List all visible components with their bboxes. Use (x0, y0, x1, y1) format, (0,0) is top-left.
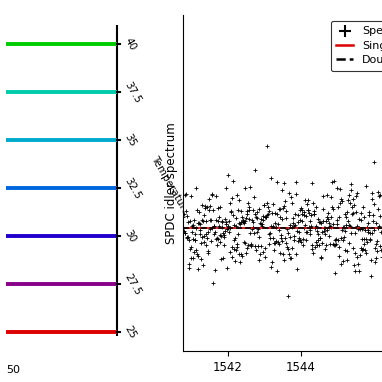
Doub. (288, 225, 293, 230)
Spectr. (380, 255, 382, 259)
Singl. (181, 225, 186, 230)
Text: 40: 40 (122, 36, 138, 52)
Spectr. (277, 228, 282, 232)
Spectr. (300, 212, 305, 217)
Singl. (380, 225, 382, 230)
Legend: Spectr., Singl., Doub.: Spectr., Singl., Doub. (331, 21, 382, 71)
Spectr. (376, 207, 380, 211)
Doub. (277, 225, 281, 230)
Spectr. (264, 144, 269, 148)
Text: 35: 35 (122, 132, 138, 148)
Spectr. (345, 249, 349, 254)
Line: Spectr.: Spectr. (181, 144, 382, 298)
Singl. (288, 225, 293, 230)
Text: 30: 30 (122, 228, 138, 244)
Spectr. (181, 215, 186, 219)
Doub. (299, 225, 304, 230)
Text: 27.5: 27.5 (122, 272, 143, 297)
Singl. (344, 225, 348, 230)
Doub. (181, 225, 186, 230)
Spectr. (285, 294, 290, 299)
Singl. (277, 225, 281, 230)
Spectr. (276, 240, 280, 244)
Text: 25: 25 (122, 324, 138, 340)
Doub. (375, 225, 379, 230)
Doub. (380, 225, 382, 230)
Y-axis label: SPDC idler spectrum: SPDC idler spectrum (165, 123, 178, 244)
Doub. (344, 225, 348, 230)
Text: 50: 50 (6, 365, 20, 375)
Text: Temperature in °C: Temperature in °C (149, 154, 205, 241)
Spectr. (289, 201, 294, 205)
Doub. (275, 225, 280, 230)
Text: 37.5: 37.5 (122, 79, 143, 105)
Singl. (299, 225, 304, 230)
Singl. (275, 225, 280, 230)
Singl. (375, 225, 379, 230)
Text: 32.5: 32.5 (122, 176, 143, 201)
